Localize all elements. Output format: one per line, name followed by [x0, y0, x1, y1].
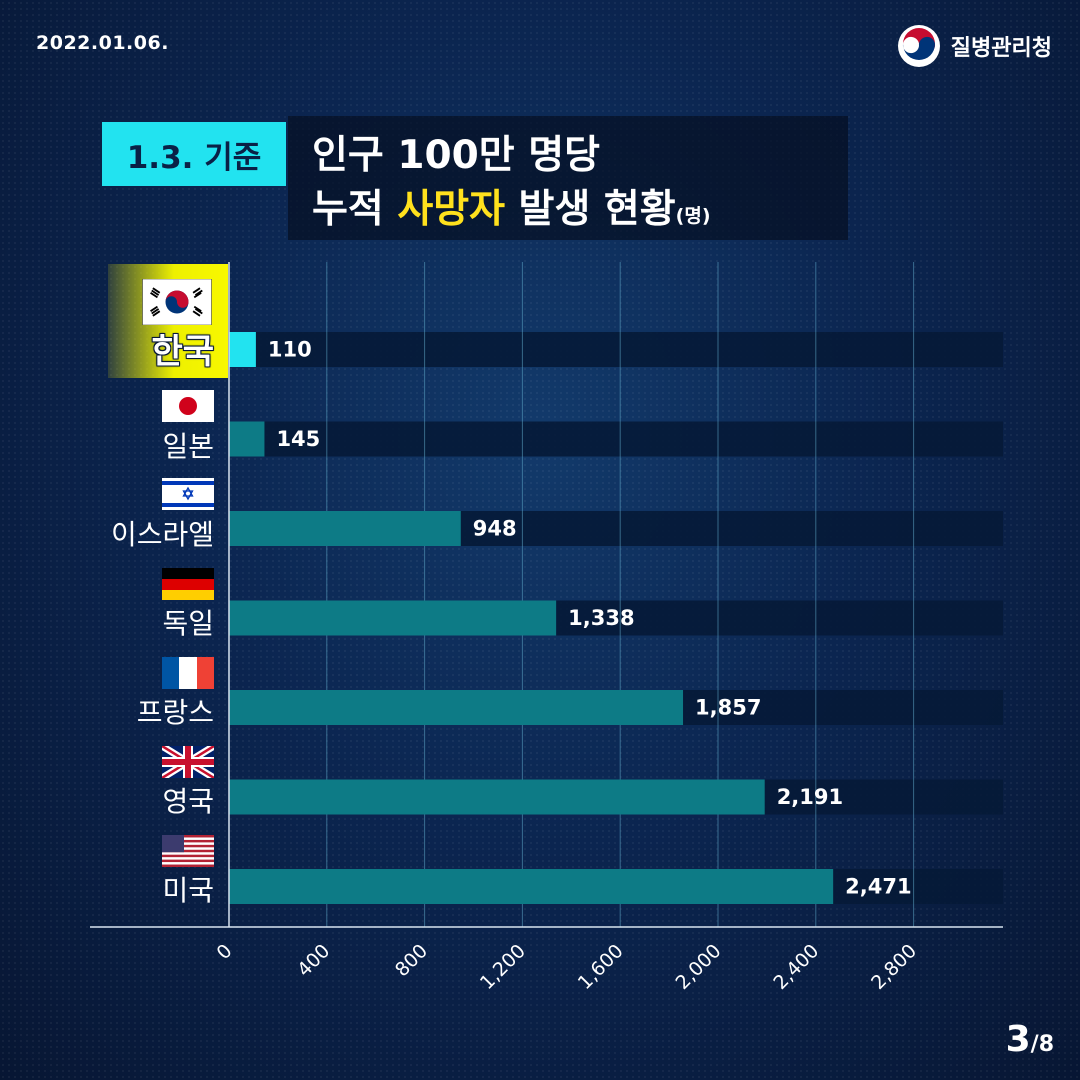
page-current: 3: [1005, 1019, 1031, 1060]
date-basis-badge: 1.3. 기준: [102, 122, 286, 186]
agency-name: 질병관리청: [950, 36, 1052, 61]
x-tick-label: 400: [293, 940, 334, 981]
x-tick-label: 0: [212, 940, 236, 964]
x-tick-label: 1,600: [574, 940, 628, 994]
bar: [229, 690, 684, 725]
x-tick-label: 2,400: [769, 940, 823, 994]
chart-title: 인구 100만 명당 누적 사망자 발생 현황(명): [288, 116, 848, 240]
date-label: 2022.01.06.: [36, 32, 169, 54]
title-unit: (명): [675, 205, 711, 227]
data-label: 948: [473, 517, 517, 541]
japan-flag-icon: [162, 390, 214, 422]
uk-flag-icon: [162, 746, 214, 778]
bar: [229, 332, 256, 367]
x-tick-label: 1,200: [476, 940, 530, 994]
data-label: 2,471: [845, 875, 911, 899]
kdca-emblem-icon: [897, 25, 940, 67]
bar: [229, 511, 461, 546]
country-label-germany: 독일: [162, 607, 214, 640]
bar: [229, 779, 765, 815]
data-label: 110: [268, 338, 312, 362]
israel-flag-icon: [162, 478, 214, 510]
germany-flag-icon: [162, 568, 214, 600]
data-label: 1,857: [695, 696, 761, 720]
x-tick-label: 2,000: [672, 940, 726, 994]
x-tick-label: 800: [391, 940, 432, 981]
x-tick-label: 2,800: [867, 940, 921, 994]
data-label: 2,191: [777, 785, 843, 809]
bar-track: [229, 421, 1003, 457]
page-indicator: 3/8: [1006, 1019, 1054, 1060]
bar: [229, 600, 557, 636]
country-label-uk: 영국: [162, 785, 214, 818]
country-label-israel: 이스라엘: [110, 518, 214, 551]
title-prefix: 누적: [312, 187, 398, 232]
agency-logo: 질병관리청: [897, 24, 1052, 68]
usa-flag-icon: [162, 835, 214, 867]
country-label-korea: 한국: [151, 332, 214, 372]
country-label-japan: 일본: [162, 430, 214, 463]
title-line-2: 누적 사망자 발생 현황(명): [312, 178, 711, 234]
bar: [229, 869, 834, 904]
korea-flag-icon: [142, 279, 212, 325]
data-label: 145: [276, 427, 320, 451]
country-label-france: 프랑스: [136, 696, 214, 729]
title-highlight: 사망자: [397, 187, 505, 232]
data-label: 1,338: [568, 606, 634, 630]
france-flag-icon: [162, 657, 214, 689]
title-suffix: 발생 현황: [504, 187, 676, 232]
country-label-usa: 미국: [162, 874, 214, 907]
bar: [229, 421, 265, 457]
title-line-1: 인구 100만 명당: [312, 133, 600, 178]
bar-track: [229, 332, 1003, 367]
page-total: /8: [1030, 1032, 1054, 1057]
